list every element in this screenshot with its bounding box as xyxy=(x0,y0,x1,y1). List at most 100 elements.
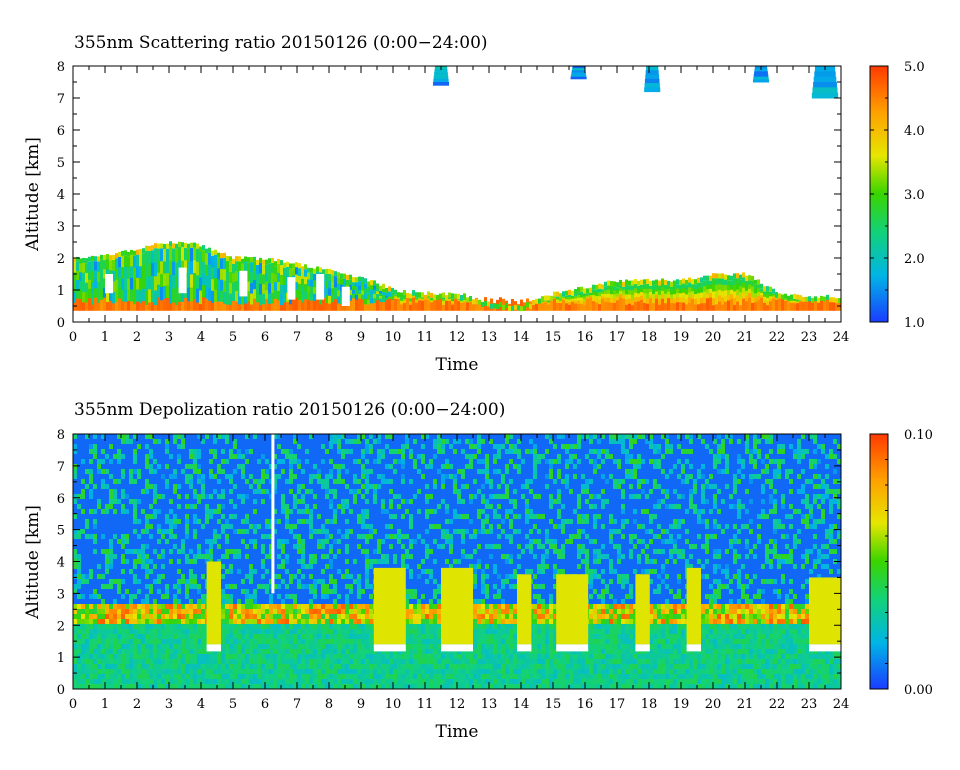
depol-cell xyxy=(345,639,349,644)
depol-cell xyxy=(181,439,185,444)
scatter-cell xyxy=(232,300,235,311)
depol-cell xyxy=(89,469,93,474)
depol-cell xyxy=(381,659,385,664)
depol-cell xyxy=(137,619,141,624)
depol-cell xyxy=(113,654,117,659)
scatter-cell xyxy=(559,293,562,299)
scatter-cell xyxy=(412,296,415,298)
scatter-cell xyxy=(283,262,286,268)
scatter-cell xyxy=(673,289,676,295)
depol-cell xyxy=(145,564,149,569)
depol-cell xyxy=(185,604,189,609)
scatter-cell xyxy=(343,278,346,285)
depol-cell xyxy=(213,649,217,654)
scatter-cell xyxy=(400,297,403,300)
depol-cell xyxy=(241,589,245,594)
depol-cell xyxy=(345,594,349,599)
depol-cell xyxy=(465,684,469,689)
depol-cell xyxy=(237,629,241,634)
depol-cell xyxy=(321,679,325,684)
depol-cell xyxy=(501,529,505,534)
depol-cell xyxy=(265,644,269,649)
depol-cell xyxy=(441,444,445,449)
scatter-cell xyxy=(550,295,553,301)
depol-cell xyxy=(73,549,77,554)
scatter-cell xyxy=(634,301,637,311)
depol-cell xyxy=(353,489,357,494)
scatter-cell xyxy=(415,302,418,311)
depol-cell xyxy=(525,479,529,484)
scatter-cell xyxy=(724,290,727,297)
x-tick-label: 16 xyxy=(577,330,594,345)
depol-cell xyxy=(465,664,469,669)
scatter-cell xyxy=(826,298,829,311)
depol-cell xyxy=(429,464,433,469)
scatter-cell xyxy=(745,285,748,292)
depol-cell xyxy=(429,649,433,654)
scatter-cell xyxy=(187,243,190,249)
depol-cell xyxy=(137,684,141,689)
depol-cell xyxy=(409,554,413,559)
depol-cell xyxy=(129,679,133,684)
scatter-cell xyxy=(742,272,745,278)
scatter-cell xyxy=(241,294,244,305)
depol-cell xyxy=(109,669,113,674)
depol-cell xyxy=(173,604,177,609)
depol-cell xyxy=(169,614,173,619)
depol-cell xyxy=(489,614,493,619)
depol-cell xyxy=(489,679,493,684)
depol-cell xyxy=(161,624,165,629)
depol-cell xyxy=(157,634,161,639)
depol-cell xyxy=(333,479,337,484)
depol-cell xyxy=(357,669,361,674)
depol-cell xyxy=(501,629,505,634)
depol-cell xyxy=(465,649,469,654)
scatter-cell xyxy=(331,270,334,276)
scatter-cell xyxy=(232,291,235,301)
depol-cell xyxy=(221,599,225,604)
depol-cell xyxy=(477,529,481,534)
scatter-cell xyxy=(661,294,664,299)
depol-cell xyxy=(241,664,245,669)
scatter-cell xyxy=(547,300,550,302)
depol-cell xyxy=(465,554,469,559)
depol-cell xyxy=(261,559,265,564)
depol-cell xyxy=(165,639,169,644)
depol-cell xyxy=(289,664,293,669)
scatter-cell xyxy=(283,267,286,277)
depol-cell xyxy=(225,439,229,444)
depol-cell xyxy=(149,669,153,674)
depol-cell xyxy=(429,654,433,659)
depol-cell xyxy=(233,584,237,589)
scatter-cell xyxy=(574,294,577,297)
depol-cell xyxy=(121,509,125,514)
depol-cell xyxy=(277,679,281,684)
depol-cell xyxy=(369,564,373,569)
depol-cell xyxy=(301,679,305,684)
depol-cell xyxy=(77,649,81,654)
depol-cell xyxy=(121,654,125,659)
depol-cell xyxy=(233,504,237,509)
scatter-cell xyxy=(163,298,166,311)
depol-cell xyxy=(409,589,413,594)
scatter-cell xyxy=(97,256,100,262)
x-tick-label: 6 xyxy=(261,330,269,345)
depol-cell xyxy=(109,559,113,564)
scatter-cell xyxy=(259,283,262,295)
depol-cell xyxy=(221,674,225,679)
scatter-cell xyxy=(817,302,820,311)
scatter-cell xyxy=(91,304,94,311)
depol-cell xyxy=(485,529,489,534)
depol-cell xyxy=(121,674,125,679)
scatter-cell xyxy=(238,261,241,273)
depol-cell xyxy=(101,664,105,669)
scatter-cell xyxy=(232,258,235,264)
depol-cell xyxy=(129,469,133,474)
depol-cell xyxy=(241,634,245,639)
depol-cell xyxy=(201,634,205,639)
scatter-cell xyxy=(619,284,622,289)
depol-cell xyxy=(185,639,189,644)
depol-cell xyxy=(357,679,361,684)
depol-cell xyxy=(501,609,505,614)
depol-cell xyxy=(277,574,281,579)
